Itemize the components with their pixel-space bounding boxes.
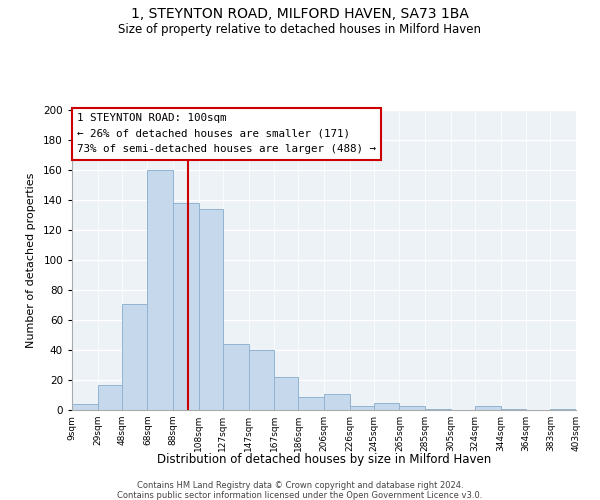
Bar: [148, 170, 173, 410]
Bar: [173, 203, 199, 410]
Bar: [122, 304, 148, 410]
Text: Contains public sector information licensed under the Open Government Licence v3: Contains public sector information licen…: [118, 491, 482, 500]
Bar: [400, 406, 425, 410]
Bar: [274, 377, 298, 410]
Text: 1 STEYNTON ROAD: 100sqm
← 26% of detached houses are smaller (171)
73% of semi-d: 1 STEYNTON ROAD: 100sqm ← 26% of detache…: [77, 113, 376, 154]
Bar: [500, 408, 526, 410]
Bar: [324, 394, 350, 410]
Bar: [550, 408, 576, 410]
Bar: [350, 406, 374, 410]
Bar: [475, 406, 500, 410]
Bar: [223, 344, 248, 410]
Text: Distribution of detached houses by size in Milford Haven: Distribution of detached houses by size …: [157, 452, 491, 466]
Bar: [298, 396, 324, 410]
Bar: [98, 384, 122, 410]
Bar: [72, 404, 98, 410]
Y-axis label: Number of detached properties: Number of detached properties: [26, 172, 36, 348]
Text: 1, STEYNTON ROAD, MILFORD HAVEN, SA73 1BA: 1, STEYNTON ROAD, MILFORD HAVEN, SA73 1B…: [131, 8, 469, 22]
Text: Contains HM Land Registry data © Crown copyright and database right 2024.: Contains HM Land Registry data © Crown c…: [137, 481, 463, 490]
Bar: [425, 408, 451, 410]
Bar: [199, 209, 223, 410]
Text: Size of property relative to detached houses in Milford Haven: Size of property relative to detached ho…: [119, 22, 482, 36]
Bar: [374, 402, 400, 410]
Bar: [248, 350, 274, 410]
